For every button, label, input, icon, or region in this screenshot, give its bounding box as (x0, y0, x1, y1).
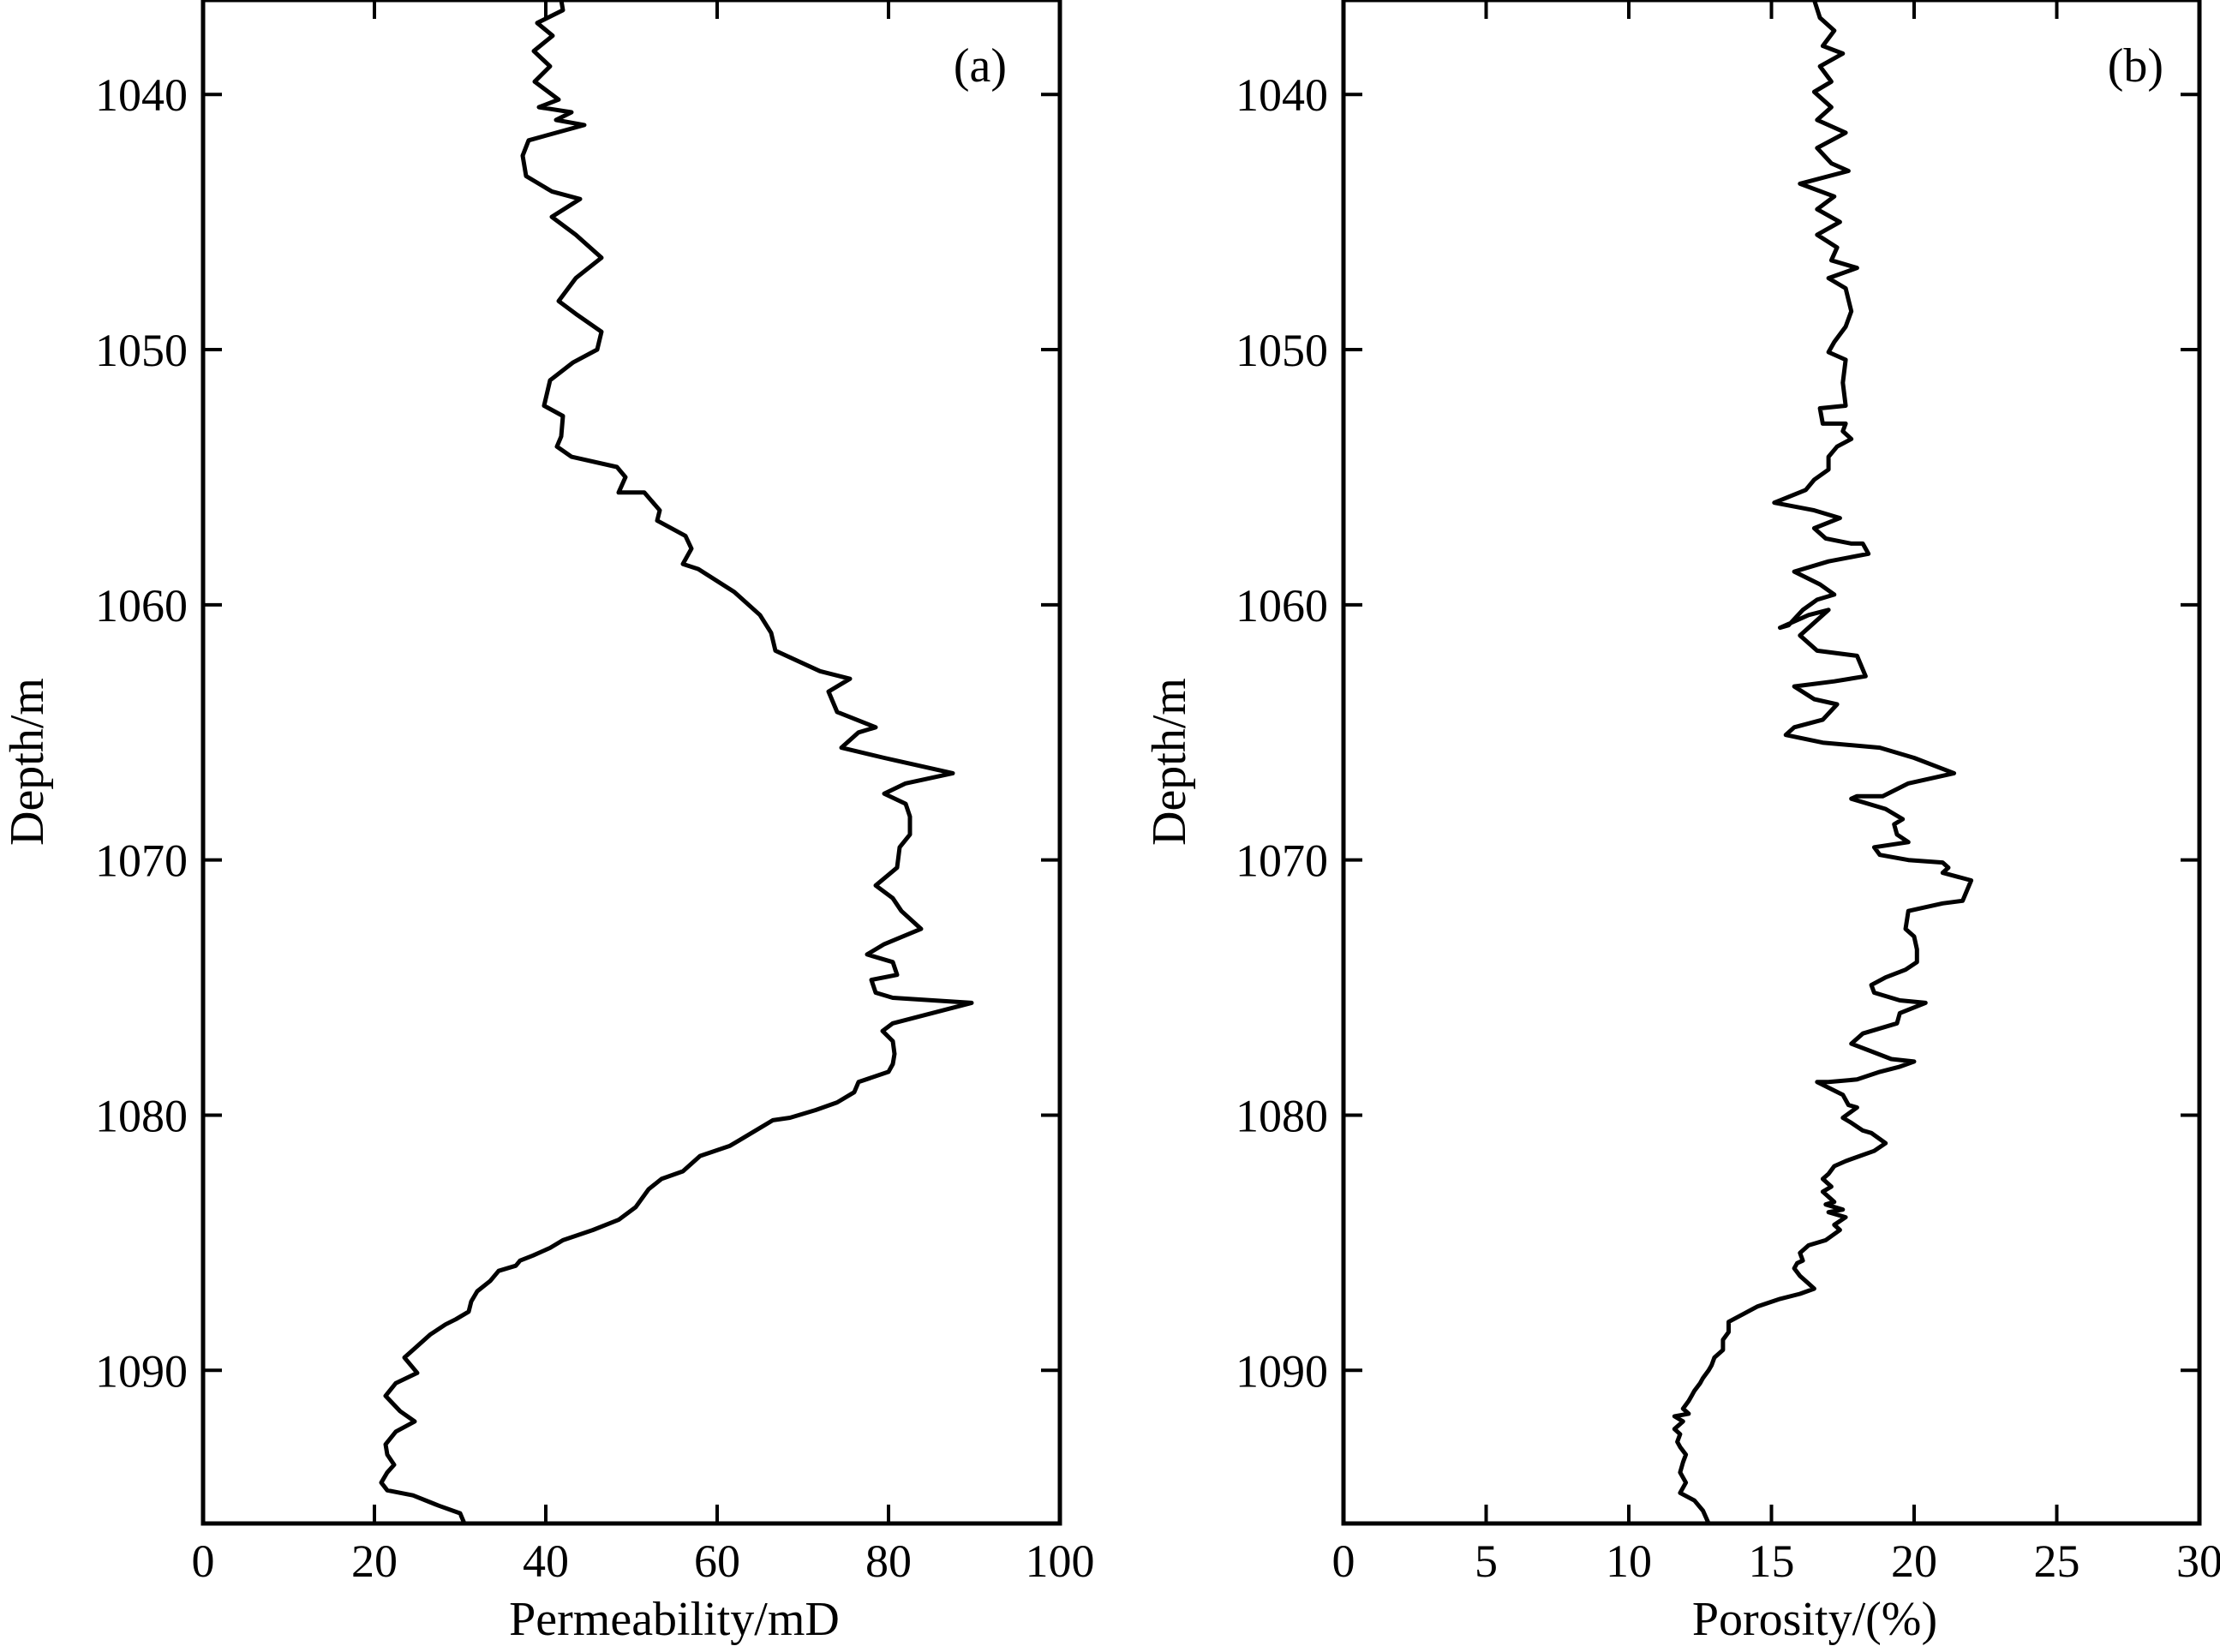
permeability-line (379, 0, 974, 1526)
x-tick-label-a-3: 60 (694, 1535, 740, 1587)
y-tick-label-b-4: 1080 (1236, 1090, 1328, 1141)
panel-a: 0 20 40 60 80 100 1040 1050 1060 1070 1080 1090 (a)… (1, 0, 1095, 1646)
x-tick-label-b-4: 20 (1891, 1535, 1937, 1587)
y-tick-label-b-5: 1090 (1236, 1345, 1328, 1397)
x-tick-label-b-1: 5 (1475, 1535, 1498, 1587)
porosity-line (1672, 0, 1974, 1526)
x-tick-label-a-5: 100 (1026, 1535, 1095, 1587)
x-tick-label-b-5: 25 (2034, 1535, 2080, 1587)
plot-frame-a (200, 0, 1062, 1526)
x-tick-label-b-6: 30 (2176, 1535, 2220, 1587)
y-tick-label-a-5: 1090 (95, 1345, 188, 1397)
panel-label-b: (b) (2108, 39, 2163, 93)
y-tick-label-a-2: 1060 (95, 580, 188, 631)
x-tick-label-a-0: 0 (192, 1535, 215, 1587)
plot-frame-b (1341, 0, 2202, 1526)
y-axis-label-a: Depth/m (1, 678, 54, 846)
x-tick-label-a-1: 20 (351, 1535, 398, 1587)
tick-group-b: 0 5 10 15 20 25 30 1040 1050 1060 1070 1080 1090 (1236, 0, 2220, 1587)
x-tick-label-b-3: 15 (1749, 1535, 1795, 1587)
y-tick-label-a-4: 1080 (95, 1090, 188, 1141)
panel-b: 0 5 10 15 20 25 30 1040 1050 1060 1070 1080 1090 (b)… (1143, 0, 2220, 1646)
x-tick-label-a-4: 80 (865, 1535, 912, 1587)
y-tick-label-a-3: 1070 (95, 835, 188, 887)
x-axis-label-b: Porosity/(%) (1692, 1593, 1937, 1646)
y-tick-label-b-1: 1050 (1236, 325, 1328, 376)
x-tick-label-b-2: 10 (1606, 1535, 1652, 1587)
y-tick-label-b-0: 1040 (1236, 69, 1328, 121)
y-tick-label-b-3: 1070 (1236, 835, 1328, 887)
tick-group-a: 0 20 40 60 80 100 1040 1050 1060 1070 1080 1090 (95, 0, 1095, 1587)
x-tick-label-a-2: 40 (523, 1535, 569, 1587)
y-tick-label-a-0: 1040 (95, 69, 188, 121)
y-tick-label-a-1: 1050 (95, 325, 188, 376)
panel-label-a: (a) (954, 39, 1007, 93)
x-axis-label-a: Permeability/mD (509, 1593, 840, 1646)
x-tick-label-b-0: 0 (1332, 1535, 1355, 1587)
y-tick-label-b-2: 1060 (1236, 580, 1328, 631)
y-axis-label-b: Depth/m (1143, 678, 1196, 846)
